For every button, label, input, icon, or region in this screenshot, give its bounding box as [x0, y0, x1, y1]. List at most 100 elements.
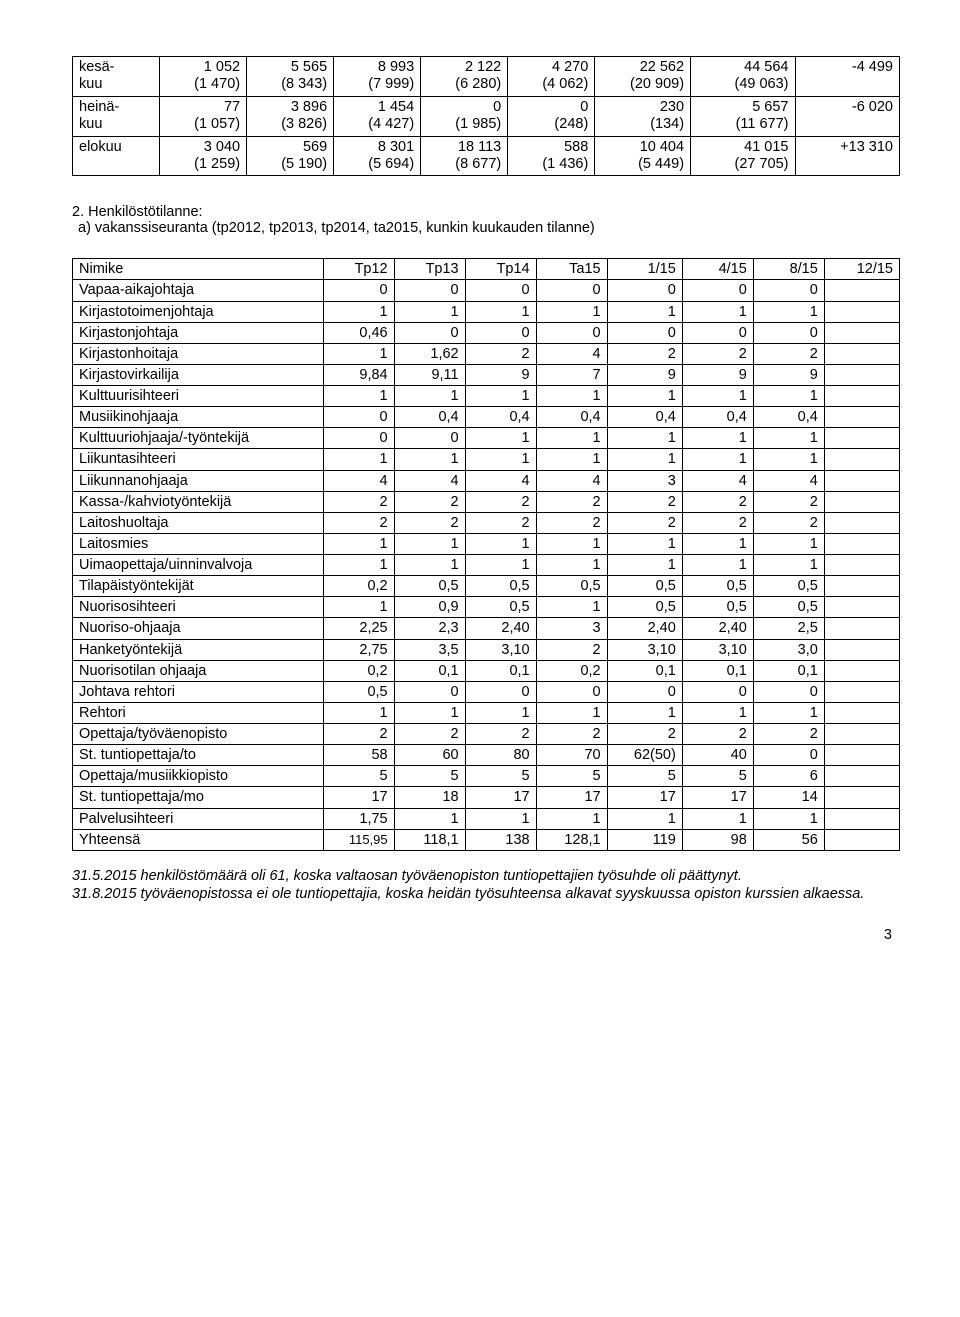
- table-cell: 0,5: [465, 597, 536, 618]
- table-cell: 1: [536, 808, 607, 829]
- table-cell: 0,1: [753, 660, 824, 681]
- table-cell: 2: [536, 639, 607, 660]
- table-cell: 3: [536, 618, 607, 639]
- table-cell: [824, 343, 899, 364]
- table-cell: 17: [682, 787, 753, 808]
- table-cell: 0,4: [682, 407, 753, 428]
- table-cell: 1: [607, 301, 682, 322]
- table-cell: 3,10: [682, 639, 753, 660]
- table-cell: 2: [753, 724, 824, 745]
- table-cell: 2,40: [682, 618, 753, 639]
- row-label: Opettaja/musiikkiopisto: [73, 766, 324, 787]
- table-cell: 0: [465, 681, 536, 702]
- table-cell: 14: [753, 787, 824, 808]
- row-label: St. tuntiopettaja/to: [73, 745, 324, 766]
- table-cell: 119: [607, 829, 682, 850]
- table-cell: 1: [323, 386, 394, 407]
- table-row: Kirjastotoimenjohtaja1111111: [73, 301, 900, 322]
- table-cell: [824, 428, 899, 449]
- table-cell: [824, 512, 899, 533]
- table-cell: [824, 280, 899, 301]
- table-cell: 2: [536, 491, 607, 512]
- table-cell: 1,62: [394, 343, 465, 364]
- row-label: Kulttuurisihteeri: [73, 386, 324, 407]
- table-cell: [824, 576, 899, 597]
- row-label: Uimaopettaja/uinninvalvoja: [73, 555, 324, 576]
- table-row: Liikunnanohjaaja4444344: [73, 470, 900, 491]
- row-label: Palvelusihteeri: [73, 808, 324, 829]
- table-cell: 4: [465, 470, 536, 491]
- table-cell: 0: [607, 280, 682, 301]
- table-cell: 0,5: [682, 597, 753, 618]
- row-label: Nuorisotilan ohjaaja: [73, 660, 324, 681]
- table-cell: 0,4: [465, 407, 536, 428]
- table-row: Nuoriso-ohjaaja2,252,32,4032,402,402,5: [73, 618, 900, 639]
- table-cell: [824, 364, 899, 385]
- monthly-table: kesä-kuu1 052(1 470)5 565(8 343)8 993(7 …: [72, 56, 900, 176]
- table-cell: 2: [607, 343, 682, 364]
- table-row: Hanketyöntekijä2,753,53,1023,103,103,0: [73, 639, 900, 660]
- table-cell: 1: [323, 343, 394, 364]
- table-cell: 4: [394, 470, 465, 491]
- section-2-heading: 2. Henkilöstötilanne: a) vakanssiseurant…: [72, 204, 900, 236]
- table-cell: 9: [607, 364, 682, 385]
- table-cell: 0: [753, 280, 824, 301]
- table-cell: 18: [394, 787, 465, 808]
- table-cell: 0: [607, 322, 682, 343]
- table-cell: 62(50): [607, 745, 682, 766]
- table-cell: 0,4: [394, 407, 465, 428]
- table-cell: 5 565(8 343): [247, 57, 334, 97]
- table-cell: 4: [753, 470, 824, 491]
- table-cell: 4: [323, 470, 394, 491]
- table-row: St. tuntiopettaja/mo17181717171714: [73, 787, 900, 808]
- table-header-row: NimikeTp12Tp13Tp14Ta151/154/158/1512/15: [73, 259, 900, 280]
- table-cell: 1: [682, 702, 753, 723]
- table-row: Opettaja/musiikkiopisto5555556: [73, 766, 900, 787]
- table-cell: [824, 787, 899, 808]
- table-row: Tilapäistyöntekijät0,20,50,50,50,50,50,5: [73, 576, 900, 597]
- table-cell: [824, 301, 899, 322]
- table-cell: 9,84: [323, 364, 394, 385]
- table-cell: 0,46: [323, 322, 394, 343]
- column-header: Tp13: [394, 259, 465, 280]
- table-cell: 0: [607, 681, 682, 702]
- table-row: heinä-kuu77(1 057)3 896(3 826)1 454(4 42…: [73, 96, 900, 136]
- row-label: Yhteensä: [73, 829, 324, 850]
- table-row: Opettaja/työväenopisto2222222: [73, 724, 900, 745]
- footnote-2: 31.8.2015 työväenopistossa ei ole tuntio…: [72, 885, 900, 903]
- table-cell: 9: [465, 364, 536, 385]
- row-label: elokuu: [73, 136, 160, 176]
- table-cell: 0,1: [465, 660, 536, 681]
- table-row: Palvelusihteeri1,75111111: [73, 808, 900, 829]
- table-cell: 0: [394, 681, 465, 702]
- table-cell: 1: [753, 386, 824, 407]
- table-cell: 0,1: [394, 660, 465, 681]
- table-cell: 2: [753, 512, 824, 533]
- table-cell: 0,5: [536, 576, 607, 597]
- table-cell: 0(248): [508, 96, 595, 136]
- table-cell: 0: [682, 681, 753, 702]
- table-row: Nuorisosihteeri10,90,510,50,50,5: [73, 597, 900, 618]
- table-cell: 1: [682, 533, 753, 554]
- table-cell: 0,9: [394, 597, 465, 618]
- table-cell: 6: [753, 766, 824, 787]
- table-cell: 3,0: [753, 639, 824, 660]
- table-cell: 1: [323, 702, 394, 723]
- table-cell: 10 404(5 449): [595, 136, 691, 176]
- table-cell: 0: [682, 322, 753, 343]
- table-cell: [824, 745, 899, 766]
- table-cell: 1: [465, 386, 536, 407]
- table-cell: 569(5 190): [247, 136, 334, 176]
- table-cell: 2: [682, 512, 753, 533]
- table-cell: 1: [753, 301, 824, 322]
- table-cell: 0: [753, 322, 824, 343]
- column-header: Tp14: [465, 259, 536, 280]
- table-cell: 1: [465, 702, 536, 723]
- table-cell: 2 122(6 280): [421, 57, 508, 97]
- table-cell: [824, 449, 899, 470]
- table-cell: 2: [682, 343, 753, 364]
- table-cell: 1: [607, 702, 682, 723]
- table-row: Kulttuurisihteeri1111111: [73, 386, 900, 407]
- table-cell: 1: [536, 533, 607, 554]
- row-label: Johtava rehtori: [73, 681, 324, 702]
